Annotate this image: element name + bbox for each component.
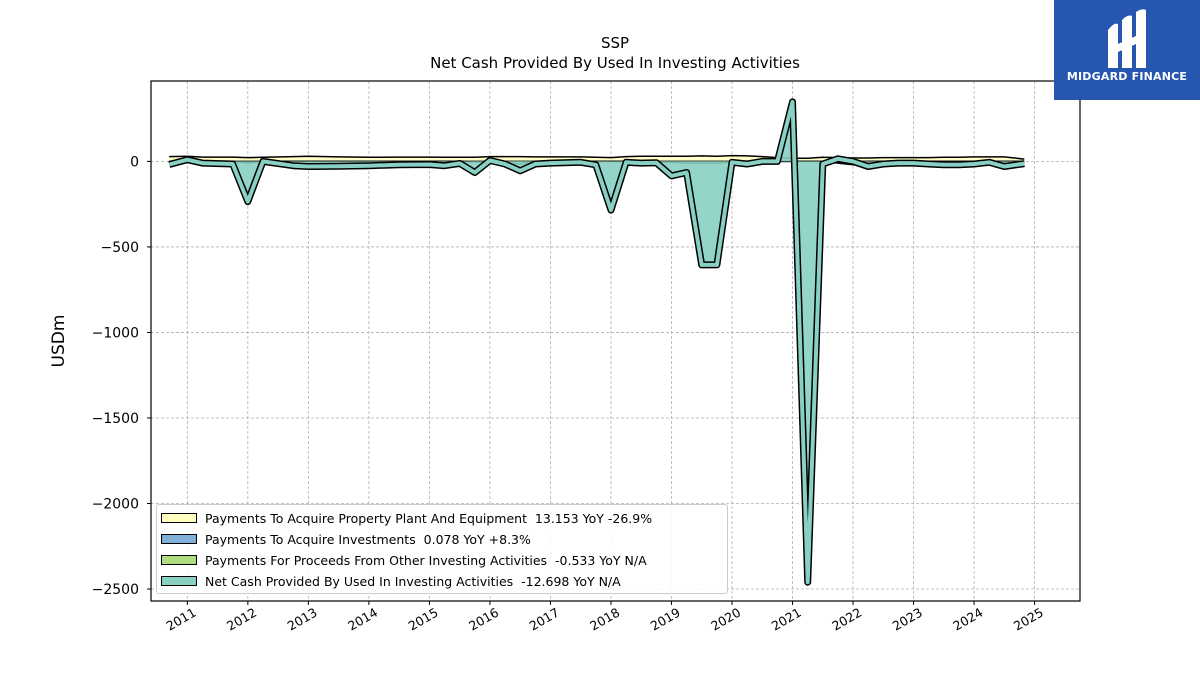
- legend-item-ppe: Payments To Acquire Property Plant And E…: [157, 508, 652, 528]
- brand-logo-text: MIDGARD FINANCE: [1066, 70, 1188, 83]
- brand-logo-mark-icon: [1108, 9, 1146, 69]
- y-axis-label: USDm: [49, 315, 69, 368]
- x-tick-label: 2018: [587, 605, 622, 634]
- legend-swatch-investments: [161, 534, 197, 544]
- series-net-cash-line: [168, 99, 1025, 585]
- x-tick-label: 2021: [769, 605, 804, 634]
- x-tick-label: 2024: [950, 605, 985, 634]
- legend: Payments To Acquire Property Plant And E…: [156, 504, 728, 594]
- chart-title: SSP: [601, 34, 629, 52]
- y-tick-label: −2500: [92, 582, 139, 598]
- x-tick-label: 2016: [466, 605, 501, 634]
- x-tick-label: 2012: [224, 605, 259, 634]
- x-tick-label: 2019: [648, 605, 683, 634]
- series-layer: [168, 98, 1025, 586]
- legend-label-net-cash: Net Cash Provided By Used In Investing A…: [205, 573, 621, 589]
- x-tick-label: 2022: [829, 605, 864, 634]
- legend-item-investments: Payments To Acquire Investments 0.078 Yo…: [157, 529, 531, 549]
- y-tick-label: −1000: [92, 325, 139, 341]
- series-ppe-line: [169, 154, 1025, 160]
- legend-label-other-investing: Payments For Proceeds From Other Investi…: [205, 552, 647, 568]
- y-tick-label: −1500: [92, 411, 139, 427]
- x-tick-label: 2013: [285, 605, 320, 634]
- legend-item-net-cash: Net Cash Provided By Used In Investing A…: [157, 571, 621, 591]
- plot-frame: [150, 80, 1081, 602]
- y-tick-label: −500: [101, 240, 139, 256]
- x-tick-label: 2011: [164, 605, 199, 634]
- legend-label-investments: Payments To Acquire Investments 0.078 Yo…: [205, 531, 531, 547]
- legend-swatch-ppe: [161, 513, 197, 523]
- x-tick-label: 2025: [1011, 605, 1046, 634]
- x-tick-label: 2014: [345, 605, 380, 634]
- legend-item-other-investing: Payments For Proceeds From Other Investi…: [157, 550, 647, 570]
- x-tick-label: 2017: [527, 605, 562, 634]
- y-tick-label: −2000: [92, 497, 139, 513]
- series-ppe-area: [169, 155, 1025, 162]
- x-tick-label: 2020: [708, 605, 743, 634]
- legend-label-ppe: Payments To Acquire Property Plant And E…: [205, 510, 653, 526]
- x-tick-label: 2015: [406, 605, 441, 634]
- x-tick-label: 2023: [890, 605, 925, 634]
- legend-swatch-other-investing: [161, 555, 197, 565]
- y-tick-label: 0: [130, 154, 139, 170]
- chart-subtitle: Net Cash Provided By Used In Investing A…: [430, 54, 800, 72]
- legend-swatch-net-cash: [161, 576, 197, 586]
